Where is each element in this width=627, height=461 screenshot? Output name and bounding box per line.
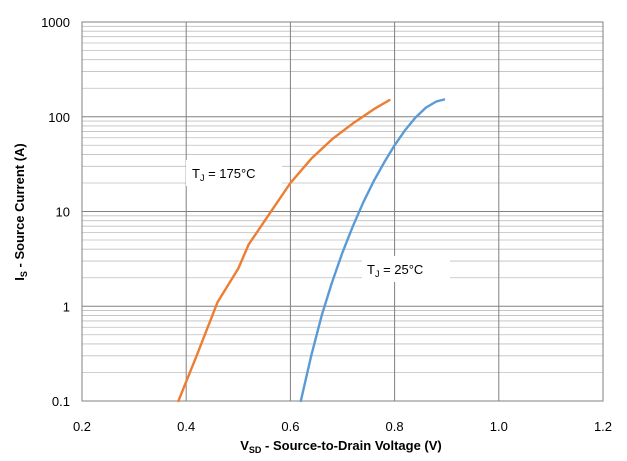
x-tick-label: 1.0 — [490, 419, 508, 434]
x-axis-title: VSD - Source-to-Drain Voltage (V) — [240, 438, 442, 455]
y-tick-label: 1000 — [41, 15, 70, 30]
x-tick-label: 0.6 — [281, 419, 299, 434]
x-tick-label: 0.2 — [73, 419, 91, 434]
x-tick-label: 0.8 — [386, 419, 404, 434]
chart-grid — [81, 21, 604, 402]
y-tick-label: 100 — [48, 110, 70, 125]
series-line-tj175 — [177, 98, 391, 403]
y-tick-label: 10 — [56, 205, 70, 220]
series-layer — [177, 98, 446, 403]
annotation-tj-25: TJ = 25°C — [362, 256, 450, 282]
annotation-tj-25-label: TJ = 25°C — [367, 262, 423, 279]
annotation-tj-175-label: TJ = 175°C — [192, 166, 256, 183]
y-axis-title: IS - Source Current (A) — [12, 143, 29, 280]
annotation-tj-175-box — [186, 160, 282, 186]
annotation-tj-25-box — [362, 256, 450, 282]
annotation-tj-175: TJ = 175°C — [186, 160, 282, 186]
y-tick-label: 0.1 — [52, 394, 70, 409]
plot-area-frame — [81, 21, 604, 402]
series-line-tj25 — [299, 98, 446, 403]
y-tick-label: 1 — [63, 299, 70, 314]
x-tick-label: 1.2 — [594, 419, 612, 434]
x-tick-label: 0.4 — [177, 419, 195, 434]
y-axis-ticks: 0.1 1 10 100 1000 — [41, 15, 70, 409]
x-axis-ticks: 0.2 0.4 0.6 0.8 1.0 1.2 — [73, 419, 612, 434]
